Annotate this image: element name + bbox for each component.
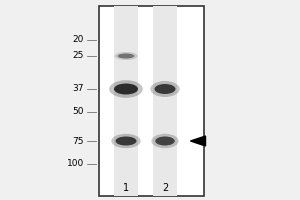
Ellipse shape [154,84,176,94]
Ellipse shape [150,81,180,97]
Ellipse shape [118,53,134,58]
Text: 25: 25 [73,51,84,60]
Text: 50: 50 [73,108,84,116]
Ellipse shape [115,52,138,60]
Ellipse shape [116,136,136,146]
Polygon shape [190,136,206,146]
Bar [114,6,138,196]
Text: 37: 37 [73,84,84,93]
Ellipse shape [155,136,175,146]
Text: 2: 2 [162,183,168,193]
Text: 1: 1 [123,183,129,193]
Ellipse shape [114,83,138,94]
Text: 20: 20 [73,36,84,45]
Bar [99,6,204,196]
Text: 75: 75 [73,136,84,146]
Ellipse shape [111,134,141,148]
Ellipse shape [109,80,143,98]
Text: 100: 100 [67,160,84,168]
Bar [153,6,177,196]
Ellipse shape [152,134,179,148]
